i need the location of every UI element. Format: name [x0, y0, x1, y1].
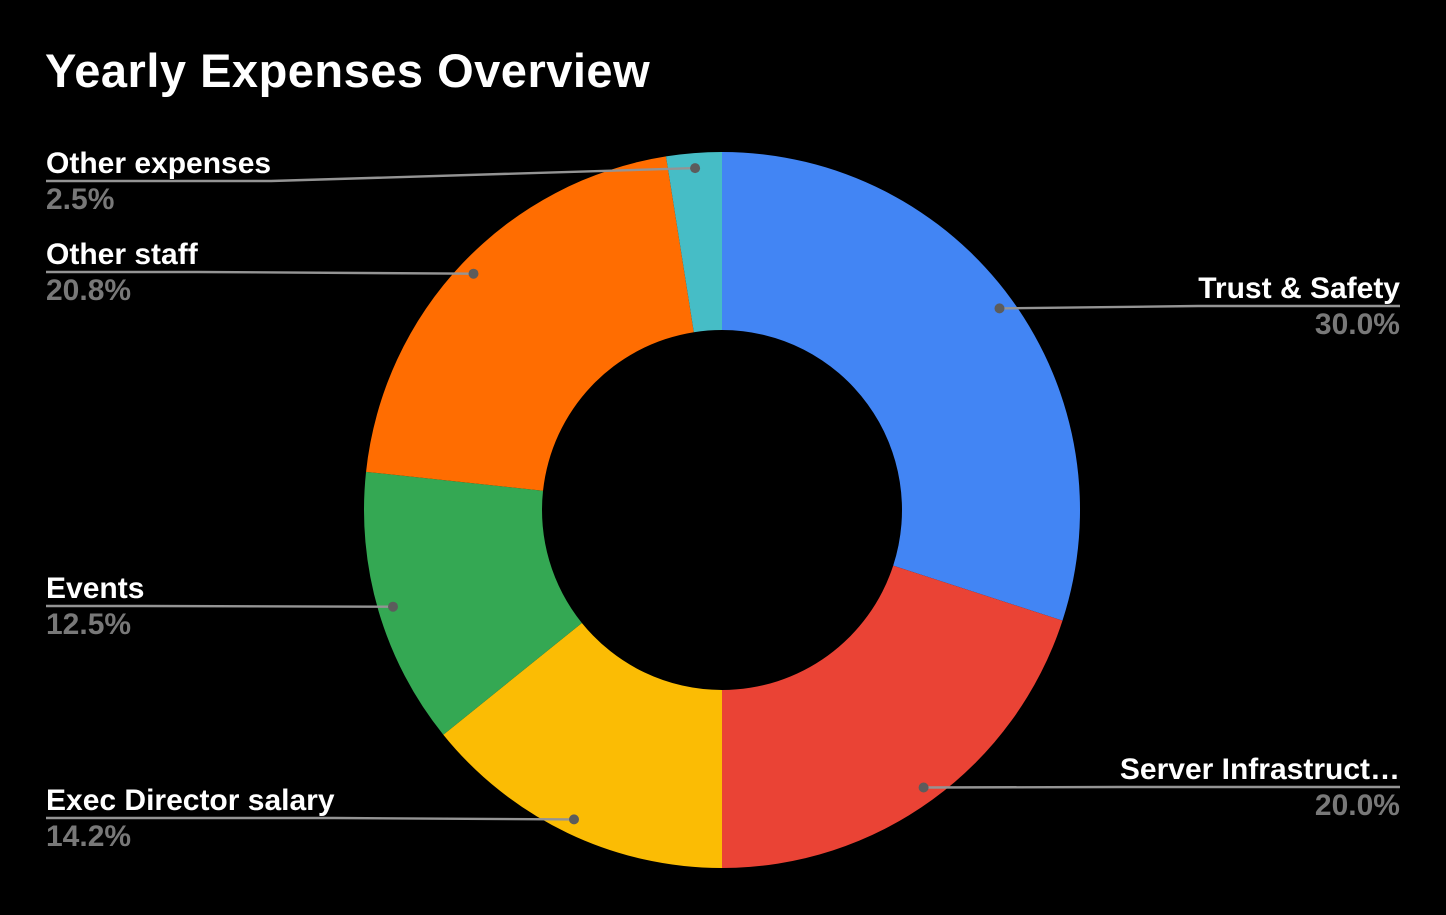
slice-percent-other-staff: 20.8%: [46, 274, 132, 307]
slice-label-events: Events: [46, 572, 145, 605]
pie-slice-trust-safety[interactable]: [722, 152, 1081, 621]
leader-line-exec-director-salary: [46, 816, 575, 821]
pie-slice-other-expenses[interactable]: [666, 152, 722, 333]
slice-percent-server-infrastruct: 20.0%: [1314, 789, 1400, 822]
slice-label-trust-safety: Trust & Safety: [1198, 272, 1400, 305]
slice-label-server-infrastruct: Server Infrastruct…: [1119, 753, 1400, 786]
leader-line-other-staff: [46, 270, 474, 275]
pie-slice-server-infrastruct[interactable]: [722, 565, 1063, 868]
leader-dot-other-expenses: [690, 163, 701, 174]
leader-dot-events: [388, 601, 398, 612]
pie-slice-other-staff[interactable]: [366, 156, 694, 491]
slice-percent-trust-safety: 30.0%: [1314, 308, 1400, 341]
leader-line-server-infrastruct: [923, 785, 1400, 789]
leader-dot-server-infrastruct: [918, 782, 929, 793]
slice-label-other-expenses: Other expenses: [46, 147, 272, 180]
slice-label-exec-director-salary: Exec Director salary: [46, 784, 335, 817]
leader-dot-other-staff: [468, 268, 479, 279]
slice-label-other-staff: Other staff: [46, 238, 198, 271]
pie-slice-events[interactable]: [363, 471, 582, 735]
leader-dot-trust-safety: [994, 303, 1005, 314]
leader-dot-exec-director-salary: [569, 814, 579, 825]
chart-title: Yearly Expenses Overview: [45, 44, 651, 97]
slice-percent-events: 12.5%: [46, 608, 132, 641]
slice-percent-other-expenses: 2.5%: [46, 183, 115, 216]
pie-slice-exec-director-salary[interactable]: [443, 622, 722, 868]
leader-line-events: [46, 604, 394, 608]
leader-line-trust-safety: [999, 304, 1400, 310]
leader-line-other-expenses: [46, 166, 696, 183]
slice-percent-exec-director-salary: 14.2%: [46, 820, 132, 853]
